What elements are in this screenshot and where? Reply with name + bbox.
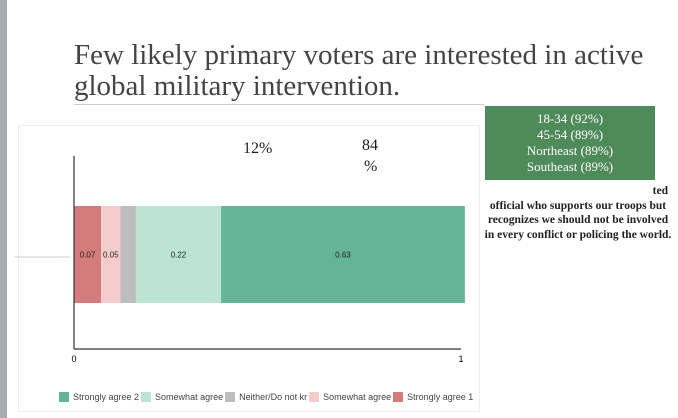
left-edge-strip <box>0 0 7 418</box>
legend-label: Strongly agree 1 <box>407 392 474 402</box>
bar-segment <box>135 206 222 303</box>
bar-segment <box>221 206 465 303</box>
legend-swatch <box>225 392 236 402</box>
legend-swatch <box>309 392 320 402</box>
legend-label: Somewhat agree <box>323 392 392 402</box>
x-tick-0: 0 <box>71 354 76 364</box>
legend-label: Neither/Do not kr <box>239 392 308 402</box>
highlight-box: 18-34 (92%) 45-54 (89%) Northeast (89%) … <box>485 106 655 180</box>
legend-swatch <box>393 392 404 402</box>
legend-item: Somewhat agree <box>139 392 223 402</box>
highlight-item: Southeast (89%) <box>526 159 614 174</box>
data-label: 0.22 <box>171 251 187 260</box>
note-line: recognizes we should not be involved <box>487 214 669 226</box>
bar-segment <box>101 206 121 303</box>
pct-84: 84 <box>362 137 378 154</box>
bar-segment <box>120 206 136 303</box>
legend-item: Strongly agree 2 <box>57 392 139 402</box>
chart-legend: Strongly agree 2 Somewhat agree Neither/Do… <box>57 392 473 402</box>
pct-84-sign: % <box>364 158 378 175</box>
chart-frame <box>18 125 480 412</box>
legend-item: Strongly agree 1 <box>391 392 473 402</box>
highlight-item: 45-54 (89%) <box>536 127 604 142</box>
legend-swatch <box>141 392 152 402</box>
data-label: 0.05 <box>103 251 119 260</box>
legend-item: Somewhat agree <box>307 392 391 402</box>
x-tick-1: 1 <box>458 354 463 364</box>
note-text: ted official who supports our troops but… <box>480 184 676 242</box>
legend-label: Somewhat agree <box>155 392 224 402</box>
legend-label: Strongly agree 2 <box>73 392 140 402</box>
legend-item: Neither/Do not kr <box>223 392 307 402</box>
title-underline <box>74 104 484 105</box>
note-line: ted <box>652 185 668 197</box>
bar-segment <box>74 206 102 303</box>
note-line: official who supports our troops but <box>489 199 667 212</box>
pct-12: 12% <box>243 140 273 157</box>
data-label: 0.07 <box>80 251 96 260</box>
highlight-item: 18-34 (92%) <box>536 111 604 126</box>
data-label: 0.63 <box>335 251 351 260</box>
note-line: in every conflict or policing the world. <box>484 228 672 241</box>
highlight-item: Northeast (89%) <box>526 143 614 158</box>
legend-swatch <box>59 392 69 402</box>
slide-title: Few likely primary voters are interested… <box>74 39 644 102</box>
